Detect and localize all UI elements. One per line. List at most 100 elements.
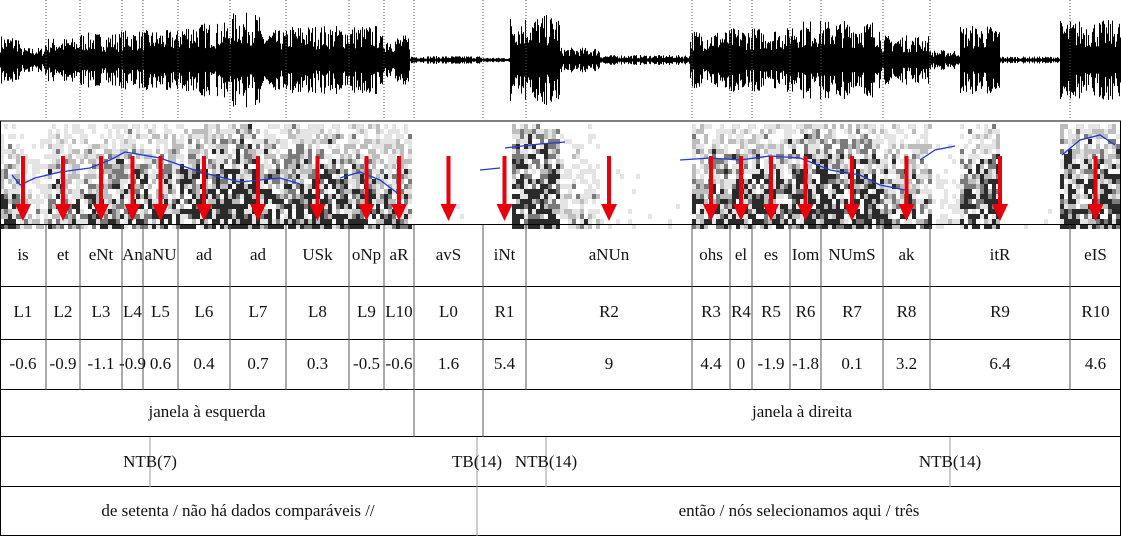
unit-label: R1	[495, 302, 515, 321]
arrow-head	[763, 204, 779, 221]
segment-label: ohs	[699, 245, 723, 264]
segment-label: itR	[990, 245, 1011, 264]
unit-label: R4	[731, 302, 751, 321]
arrow-head	[844, 204, 860, 221]
score: 0.1	[841, 354, 862, 373]
arrow-head	[15, 204, 31, 221]
unit-label: L9	[357, 302, 376, 321]
segment-label: aNU	[144, 245, 176, 264]
unit-label: R2	[599, 302, 619, 321]
arrow-head	[733, 204, 749, 221]
tier-labels: is L1 -0.6 et L2 -0.9 eNt L3 -1.1 An L4 -0.9 aNU L5 0.…	[10, 245, 1110, 520]
pitch-contour	[679, 155, 906, 191]
segment-label: is	[17, 245, 28, 264]
score: 4.6	[1085, 354, 1106, 373]
segment-label: ad	[250, 245, 267, 264]
score: -0.6	[10, 354, 37, 373]
segment-label: es	[764, 245, 778, 264]
pitch-contour	[339, 171, 401, 196]
window-label: janela à esquerda	[147, 402, 265, 421]
arrow-head	[196, 204, 212, 221]
transcription: de setenta / não há dados comparáveis //	[101, 501, 375, 520]
pitch-contour	[1061, 134, 1116, 156]
segment-label: aNUn	[589, 245, 630, 264]
segment-label: aR	[390, 245, 410, 264]
score: 0.3	[307, 354, 328, 373]
unit-label: L6	[195, 302, 214, 321]
score: -0.9	[50, 354, 77, 373]
score: -0.6	[386, 354, 413, 373]
segment-label: eNt	[89, 245, 114, 264]
score: -1.9	[758, 354, 785, 373]
spectrogram-energy	[0, 124, 1121, 229]
arrow-head	[55, 204, 71, 221]
segment-label: eIS	[1084, 245, 1107, 264]
arrow-head	[152, 204, 169, 221]
score: 0.7	[247, 354, 269, 373]
arrow-head	[440, 204, 457, 221]
arrow-head	[992, 204, 1008, 221]
break-label: NTB(14)	[919, 452, 981, 471]
unit-label: R3	[701, 302, 721, 321]
segment-label: iNt	[494, 245, 516, 264]
unit-label: L1	[14, 302, 33, 321]
unit-label: L8	[308, 302, 327, 321]
arrow-head	[601, 204, 617, 221]
arrow-head	[496, 204, 513, 221]
segment-label: NUmS	[828, 245, 875, 264]
segment-label: el	[735, 245, 748, 264]
segment-label: USk	[302, 245, 333, 264]
segment-label: avS	[436, 245, 462, 264]
window-label: janela à direita	[751, 402, 853, 421]
unit-label: R7	[842, 302, 862, 321]
pitch-contour	[479, 167, 501, 171]
arrow-head	[391, 204, 407, 221]
unit-label: L5	[151, 302, 170, 321]
pitch-contour	[919, 145, 956, 161]
arrow-head	[898, 204, 915, 221]
score: 0	[737, 354, 746, 373]
score: 1.6	[438, 354, 459, 373]
arrow-head	[797, 204, 814, 221]
segment-label: ak	[898, 245, 915, 264]
break-label: NTB(7)	[123, 452, 177, 471]
tier-lines	[0, 121, 1121, 536]
score: -1.8	[792, 354, 819, 373]
unit-label: L2	[54, 302, 73, 321]
segment-label: oNp	[352, 245, 381, 264]
unit-label: R10	[1081, 302, 1109, 321]
spectrogram-energy	[0, 124, 1121, 229]
unit-label: L7	[249, 302, 268, 321]
transcription: então / nós selecionamos aqui / três	[679, 501, 920, 520]
pitch-contour	[11, 151, 301, 186]
score: -0.5	[353, 354, 380, 373]
arrow-head	[309, 204, 326, 221]
pitch-contour	[504, 141, 566, 149]
unit-label: R8	[897, 302, 917, 321]
arrow-head	[124, 204, 141, 221]
spectrogram-energy	[4, 124, 1121, 229]
arrows	[15, 156, 1104, 221]
segment-label: An	[122, 245, 143, 264]
arrow-head	[358, 204, 375, 221]
unit-label: R6	[796, 302, 816, 321]
score: 0.6	[150, 354, 171, 373]
break-label: NTB(14)	[515, 452, 577, 471]
unit-label: L10	[385, 302, 412, 321]
arrow-head	[250, 204, 266, 221]
score: 0.4	[193, 354, 215, 373]
segment-label: ad	[196, 245, 213, 264]
score: -0.9	[119, 354, 146, 373]
segment-label: et	[57, 245, 70, 264]
segment-label: Iom	[792, 245, 819, 264]
arrow-head	[1087, 204, 1104, 221]
unit-label: R5	[761, 302, 781, 321]
unit-label: L3	[92, 302, 111, 321]
score: 5.4	[494, 354, 516, 373]
score: 3.2	[896, 354, 917, 373]
score: -1.1	[88, 354, 115, 373]
score: 6.4	[989, 354, 1011, 373]
arrow-head	[703, 204, 719, 221]
waveform	[0, 0, 1121, 122]
